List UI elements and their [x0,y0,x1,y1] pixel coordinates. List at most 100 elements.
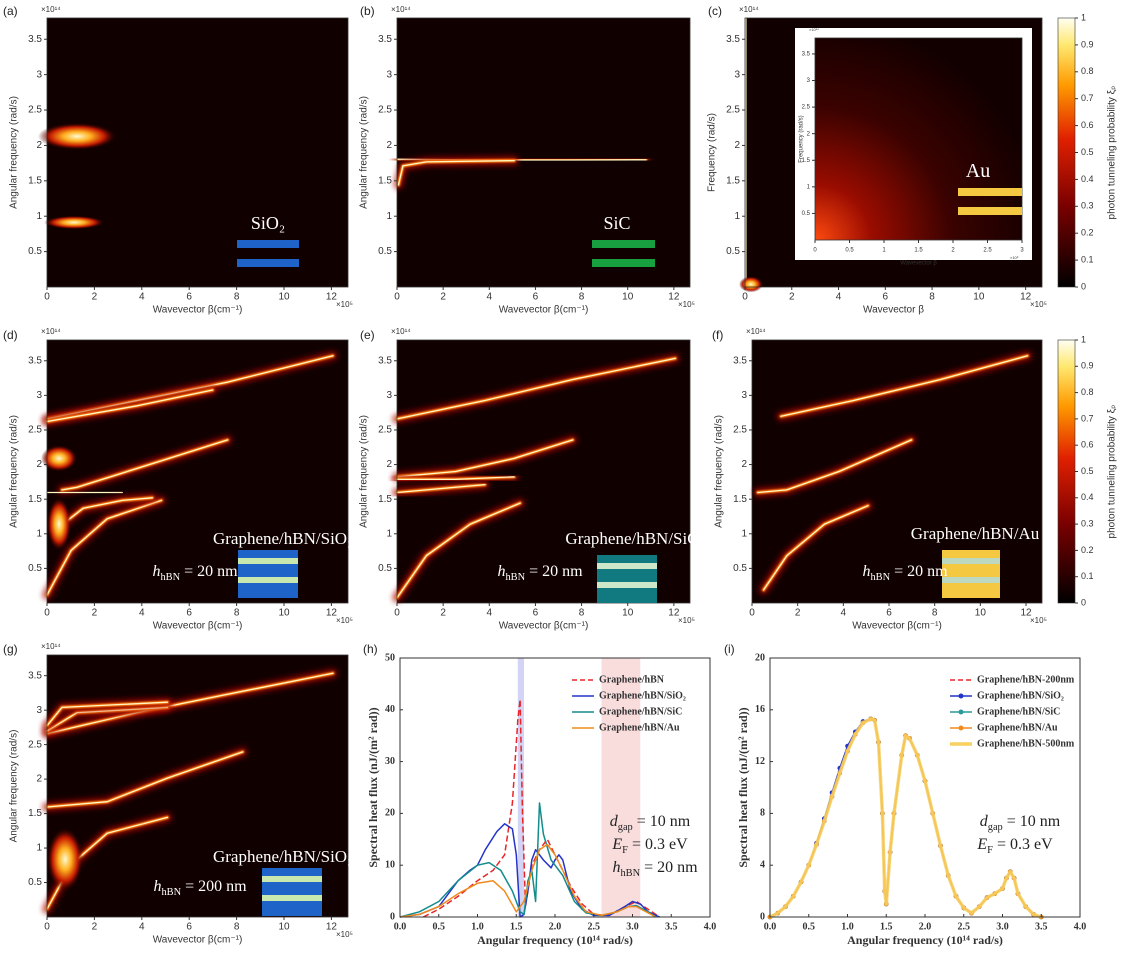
glow-blob [43,215,105,230]
x-tick-label: 8 [932,608,938,619]
annotation-subscript: F [622,845,628,856]
x-tick-label: 0 [749,608,755,619]
colorbar-label: photon tunneling probability ξₚ [1107,86,1118,220]
x-tick-label: 8 [929,292,935,303]
annotation-text: = 20 nm [890,563,948,580]
colorbar [1057,339,1076,604]
glow-band [46,672,334,735]
y-tick-label: 20 [385,808,395,819]
annotation: dgap = 10 nm [610,813,691,833]
x-tick-label: 4.0 [1074,921,1087,932]
x-tick-label: 2 [789,292,795,303]
x-tick-label: 3.5 [1035,921,1048,932]
x-tick-label: 8 [234,608,240,619]
y-axis-label: Angular frequency (rad/s) [359,96,370,209]
annotation-text: Graphene/hBN/SiC [565,529,698,548]
annotation-text: h [152,563,160,580]
x-tick-label: 1.0 [471,921,484,932]
colorbar-tick-label: 0.4 [1081,492,1094,502]
annotation-text: = 200 nm [181,878,247,895]
y-tick-label: 3 [807,78,811,84]
legend-label: Graphene/hBN-200nm [977,674,1075,685]
y-tick-label: 2.5 [28,425,42,436]
x-tick-label: 8 [579,608,585,619]
x-tick-label: 1 [882,248,886,254]
x-tick-label: 10 [973,292,985,303]
y-tick-label: 2 [386,459,392,470]
y-tick-label: 3.5 [802,52,811,58]
layer-stripe [262,876,322,882]
y-tick-label: 1.5 [28,175,42,186]
x-tick-label: 3.0 [626,921,639,932]
y-multiplier: ×10¹⁴ [41,642,61,651]
panel-label: (g) [3,642,18,656]
annotation-subscript: hBN [160,572,180,583]
x-tick-label: 0 [742,292,748,303]
x-tick-label: 1.5 [914,248,923,254]
y-axis-label: Angular frequency (rad/s) [9,730,20,843]
y-tick-label: 2.5 [378,425,392,436]
x-tick-label: 6 [186,922,192,933]
x-tick-label: 1.5 [510,921,523,932]
layer-icon [237,259,299,267]
y-tick-label: 2.5 [378,105,392,116]
annotation-text: = 20 nm [525,563,583,580]
x-tick-label: 10 [975,608,987,619]
annotation-subscript: gap [988,822,1003,833]
y-tick-label: 2.5 [733,425,747,436]
annotation-text: = 0.3 eV [993,836,1053,853]
colorbar-tick-label: 0.4 [1081,174,1094,184]
y-multiplier: ×10¹⁴ [41,5,61,14]
y-tick-label: 2 [36,774,42,785]
annotation-text: h [862,563,870,580]
annotation-text: Graphene/hBN/SiO₂ [213,529,353,548]
y-multiplier: ×10¹⁴ [739,5,759,14]
y-tick-label: 3.5 [28,670,42,681]
y-tick-label: 3.5 [726,34,740,45]
x-tick-label: 10 [622,292,634,303]
x-tick-label: 12 [326,922,338,933]
glow-band [396,502,521,599]
y-tick-label: 1.5 [733,494,747,505]
annotation-text: d [610,813,619,830]
x-tick-label: 6 [186,292,192,303]
x-multiplier: ×10⁵ [336,930,353,939]
y-tick-label: 1 [734,211,740,222]
plot-frame [769,657,1081,918]
x-tick-label: 4 [139,608,145,619]
x-tick-label: 12 [668,292,680,303]
x-axis-label: Wavevector β(cm⁻¹) [852,621,942,632]
y-tick-label: 2.5 [28,739,42,750]
x-tick-label: 2 [440,292,446,303]
x-tick-label: 2.5 [958,921,971,932]
x-tick-label: 10 [278,292,290,303]
y-tick-label: 1.5 [378,175,392,186]
heatmap-glow [753,351,1032,595]
x-tick-label: 2 [951,248,955,254]
x-tick-label: 3.0 [996,921,1009,932]
y-tick-label: 1 [386,528,392,539]
y-tick-label: 1 [36,843,42,854]
annotation-text: = 0.3 eV [628,836,688,853]
layer-icon [592,259,655,267]
y-tick-label: 12 [755,756,765,767]
inset-heatmap [815,38,1022,240]
legend-marker [958,725,964,731]
y-tick-label: 0.5 [733,563,747,574]
y-multiplier: ×10¹⁴ [41,327,61,336]
x-multiplier: ×10⁵ [1030,300,1047,309]
layer-icon [958,207,1022,215]
x-tick-label: 12 [326,608,338,619]
y-tick-label: 3.5 [28,355,42,366]
x-tick-label: 6 [186,608,192,619]
x-tick-label: 3 [1020,248,1024,254]
glow-band [46,701,169,727]
layer-icon [237,240,299,248]
heatmap-glow [392,154,651,190]
annotation: Au [966,160,990,182]
series-line [399,843,657,918]
x-multiplier: ×10⁵ [678,616,695,625]
y-tick-label: 0.5 [378,246,392,257]
annotation: SiO₂ [251,213,285,233]
